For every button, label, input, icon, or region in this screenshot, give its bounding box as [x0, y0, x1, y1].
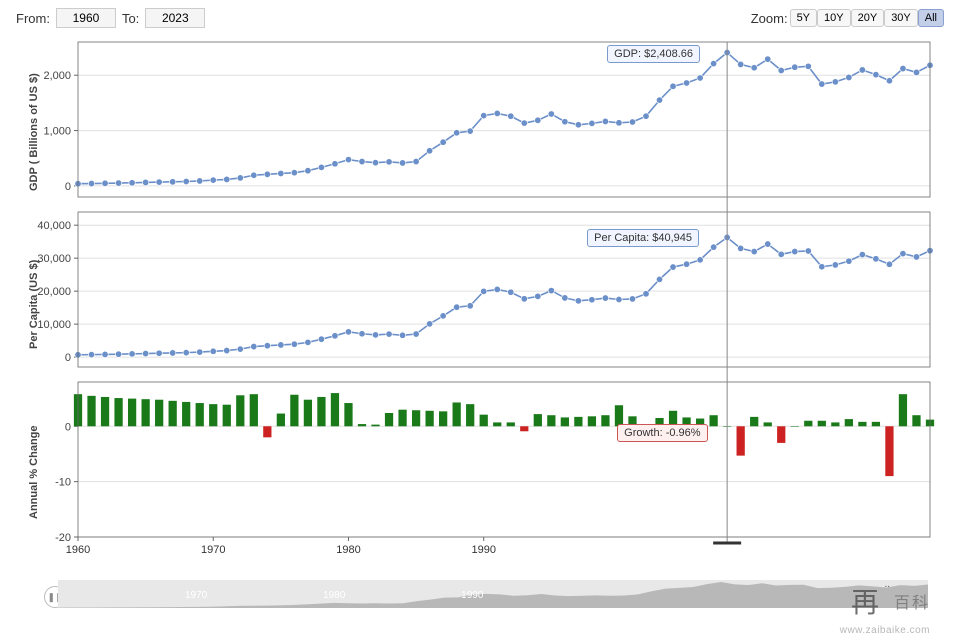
gdp-axis-label: GDP ( Billions of US $): [28, 73, 40, 191]
svg-text:1970: 1970: [185, 590, 208, 601]
zoom-5y[interactable]: 5Y: [790, 9, 817, 27]
from-label: From:: [16, 11, 50, 26]
range-scrollbar[interactable]: ❚❚ 197019801990: [58, 568, 928, 608]
to-label: To:: [122, 11, 139, 26]
zoom-30y[interactable]: 30Y: [884, 9, 918, 27]
svg-text:40,000: 40,000: [37, 220, 71, 232]
from-input[interactable]: [56, 8, 116, 28]
percapita-axis-label: Per Capita (US $): [28, 260, 40, 349]
watermark: 再 .. 百科 www.zaibaike.com: [844, 580, 930, 622]
svg-text:10,000: 10,000: [37, 319, 71, 331]
svg-text:-10: -10: [55, 477, 71, 489]
percapita-tooltip: Per Capita: $40,945: [587, 229, 699, 247]
zoom-20y[interactable]: 20Y: [851, 9, 885, 27]
svg-text:1990: 1990: [471, 544, 495, 556]
svg-text:2,000: 2,000: [43, 70, 71, 82]
chart-svg[interactable]: 0 1,000 2,000 0 10,000 20,000 30,000 40,000 -20 -…: [20, 32, 940, 562]
zoom-label: Zoom:: [751, 11, 788, 26]
svg-text:0: 0: [65, 352, 71, 364]
svg-text:30,000: 30,000: [37, 253, 71, 265]
svg-text:1990: 1990: [461, 590, 484, 601]
watermark-char: 再: [851, 581, 879, 621]
svg-text:1970: 1970: [201, 544, 225, 556]
growth-tooltip: Growth: -0.96%: [617, 424, 707, 442]
gdp-tooltip: GDP: $2,408.66: [607, 45, 700, 63]
change-axis-label: Annual % Change: [28, 425, 40, 519]
svg-text:1980: 1980: [323, 590, 346, 601]
to-input[interactable]: [145, 8, 205, 28]
zoom-10y[interactable]: 10Y: [817, 9, 851, 27]
svg-text:0: 0: [65, 421, 71, 433]
svg-text:-20: -20: [55, 532, 71, 544]
svg-text:1980: 1980: [336, 544, 360, 556]
svg-text:20,000: 20,000: [37, 286, 71, 298]
watermark-text: 百科: [894, 589, 930, 613]
svg-text:0: 0: [65, 181, 71, 193]
controls-bar: From: To: Zoom: 5Y10Y20Y30YAll: [0, 0, 960, 32]
watermark-url: www.zaibaike.com: [840, 625, 930, 636]
chart-area: 0 1,000 2,000 0 10,000 20,000 30,000 40,000 -20 -…: [20, 32, 940, 562]
svg-text:1960: 1960: [66, 544, 90, 556]
zoom-all[interactable]: All: [918, 9, 944, 27]
svg-text:1,000: 1,000: [43, 126, 71, 138]
